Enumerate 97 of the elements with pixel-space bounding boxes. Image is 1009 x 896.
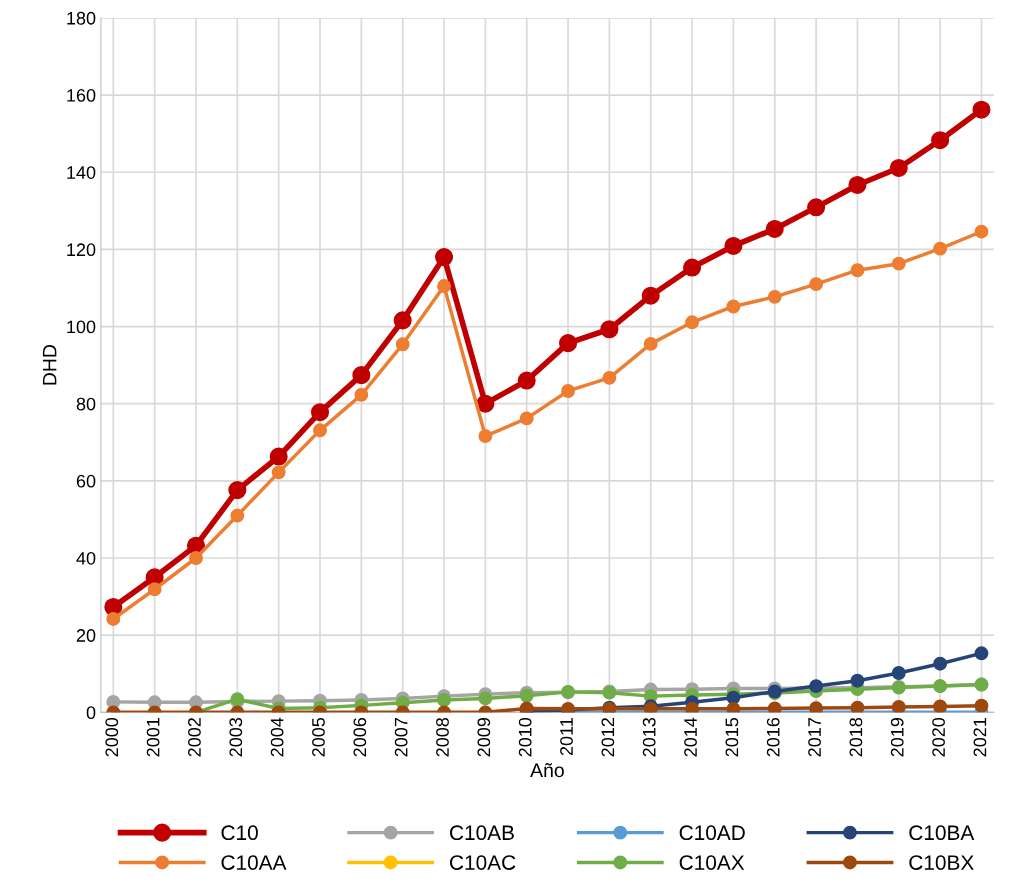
point: [517, 371, 536, 390]
point: [974, 224, 989, 239]
point: [848, 175, 867, 194]
legend-label: C10BX: [909, 855, 974, 870]
point: [476, 394, 495, 413]
x-tick-label: 2005: [312, 717, 325, 757]
point: [230, 508, 245, 523]
point: [602, 370, 617, 385]
point: [393, 311, 412, 330]
y-tick-label: 140: [67, 166, 96, 179]
x-tick-label: 2020: [932, 717, 945, 757]
x-tick-label: 2019: [890, 718, 904, 757]
y-tick-label: 0: [86, 706, 96, 720]
point: [106, 612, 121, 626]
x-tick-label: 2007: [394, 718, 408, 757]
point: [807, 198, 826, 217]
point: [765, 219, 784, 238]
y-tick-label: 80: [76, 397, 96, 411]
point: [974, 646, 989, 661]
x-tick-label: 2014: [684, 717, 697, 757]
point: [933, 699, 948, 713]
point: [809, 277, 824, 292]
x-tick-label: 2021: [973, 718, 987, 757]
legend-label: C10: [221, 825, 258, 841]
point: [685, 315, 700, 330]
y-tick-label: 60: [76, 474, 96, 488]
x-tick-label: 2001: [146, 718, 160, 757]
point: [189, 551, 203, 565]
x-tick-label: 2018: [849, 717, 863, 757]
y-axis-title: DHD: [42, 344, 57, 385]
point: [767, 701, 782, 713]
legend-label: C10BA: [909, 825, 975, 841]
point: [809, 701, 824, 713]
point: [891, 699, 906, 713]
x-axis-title: Año: [530, 763, 564, 778]
point: [228, 481, 247, 500]
point: [313, 423, 327, 438]
point: [519, 411, 534, 426]
point: [683, 258, 702, 277]
point: [600, 320, 619, 339]
point: [561, 384, 575, 398]
point: [974, 698, 989, 713]
x-tick-label: 2013: [642, 717, 656, 757]
x-tick-label: 2003: [229, 717, 243, 757]
point: [933, 241, 948, 256]
y-tick-label: 100: [67, 320, 96, 334]
point: [933, 656, 948, 671]
point: [850, 700, 865, 713]
point: [435, 248, 454, 267]
legend-label: C10AA: [221, 855, 287, 870]
x-tick-label: 2015: [725, 717, 739, 757]
x-tick-label: 2010: [518, 717, 532, 757]
point: [931, 131, 950, 150]
y-tick-label: 40: [76, 551, 96, 565]
y-tick-label: 160: [67, 89, 96, 102]
y-tick-label: 120: [67, 243, 96, 257]
point: [889, 158, 908, 178]
x-tick-label: 2016: [766, 717, 780, 757]
point: [850, 673, 865, 688]
point: [352, 366, 371, 385]
point: [643, 336, 658, 351]
point: [269, 447, 288, 466]
point: [437, 279, 451, 293]
x-tick-label: 2002: [188, 718, 201, 757]
point: [437, 693, 451, 707]
x-tick-label: 2009: [477, 718, 491, 757]
point: [559, 334, 578, 353]
point: [395, 337, 410, 352]
x-tick-label: 2004: [270, 717, 284, 757]
legend-label: C10AX: [679, 855, 745, 870]
x-tick-label: 2011: [560, 718, 573, 756]
y-tick-label: 20: [76, 629, 96, 642]
point: [685, 701, 700, 713]
point: [310, 403, 330, 422]
point: [726, 299, 741, 314]
point: [641, 286, 660, 305]
point: [891, 256, 906, 271]
x-tick-label: 2017: [808, 718, 821, 757]
point: [354, 387, 369, 402]
point: [767, 289, 782, 304]
point: [478, 429, 493, 444]
point: [726, 701, 741, 713]
legend-label: C10AC: [450, 855, 516, 870]
x-tick-label: 2000: [105, 717, 119, 757]
point: [972, 100, 991, 119]
point: [891, 666, 906, 680]
point: [478, 691, 493, 706]
point: [850, 263, 865, 278]
x-tick-label: 2006: [353, 717, 367, 757]
x-tick-label: 2008: [436, 717, 449, 757]
legend-label: C10AB: [450, 825, 514, 841]
legend-label: C10AD: [679, 825, 745, 841]
y-tick-label: 180: [67, 11, 96, 25]
x-tick-label: 2012: [601, 718, 615, 757]
point: [271, 465, 286, 480]
point: [147, 582, 162, 597]
point: [724, 236, 743, 255]
